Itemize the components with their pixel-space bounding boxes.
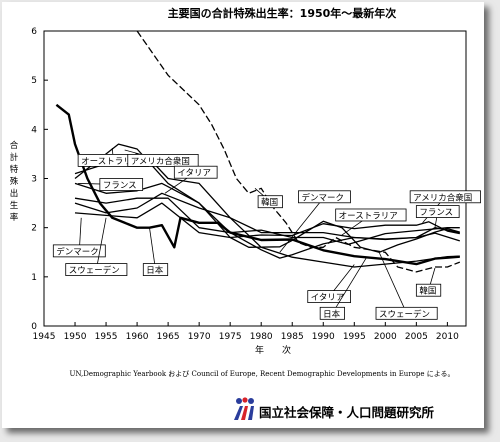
label-box [375, 306, 438, 320]
y-axis-label-char: 特 [10, 164, 19, 175]
logo-mark-dot-1 [236, 398, 242, 404]
y-axis-label-char: 殊 [10, 176, 19, 187]
series-line-スウェーデン [74, 202, 460, 253]
y-tick-label: 6 [31, 27, 37, 37]
y-tick-label: 2 [31, 224, 37, 234]
label-box [415, 283, 442, 297]
y-axis-label-char: 計 [10, 152, 19, 163]
series-label: フランス [103, 181, 137, 191]
logo-text: 国立社会保障・人口問題研究所 [259, 405, 435, 420]
x-tick-label: 1955 [95, 332, 118, 342]
x-tick-label: 1945 [33, 332, 56, 342]
x-tick-label: 2005 [405, 332, 428, 342]
y-tick-label: 4 [31, 125, 37, 135]
y-axis-label: 合計特殊出生率 [10, 140, 19, 223]
label-box [52, 244, 106, 258]
series-label: フランス [419, 208, 453, 218]
series-label: デンマーク [301, 192, 344, 203]
series-label: 韓国 [261, 197, 278, 208]
source-note: UN,Demographic Yearbook および Council of E… [69, 370, 454, 378]
series-label: イタリア [311, 293, 345, 303]
logo-mark-stroke-1 [234, 406, 243, 420]
label-box [409, 190, 481, 204]
label-box [307, 290, 351, 304]
x-tick-label: 1960 [126, 332, 149, 342]
series-label: アメリカ合衆国 [131, 156, 190, 167]
series-line-韓国 [136, 30, 461, 273]
series-lines [55, 30, 461, 273]
label-box [319, 306, 345, 320]
logo-mark-dot-2 [242, 397, 248, 403]
x-tick-label: 1975 [219, 332, 242, 342]
series-line-アメリカ合衆国 [74, 143, 460, 239]
logo-mark-stroke-3 [248, 406, 254, 420]
series-label: 日本 [323, 309, 341, 320]
y-tick-label: 5 [31, 76, 37, 86]
x-tick-label: 2000 [374, 332, 397, 342]
label-leader-line [378, 252, 407, 314]
label-box [257, 195, 283, 209]
ipss-logo [234, 397, 254, 420]
series-line-デンマーク [74, 197, 460, 259]
label-box [173, 165, 218, 179]
y-axis-label-char: 生 [10, 200, 19, 211]
series-label: 日本 [146, 265, 164, 276]
x-tick-label: 1980 [250, 332, 273, 342]
series-label: オーストラリア [81, 157, 140, 167]
label-box [127, 154, 199, 167]
label-box [298, 190, 351, 204]
series-label: アメリカ合衆国 [413, 192, 472, 203]
series-label: オーストラリア [339, 211, 398, 221]
series-label: デンマーク [56, 246, 99, 257]
x-tick-label: 1950 [64, 332, 87, 342]
x-tick-label: 1965 [157, 332, 180, 342]
label-leader-line [95, 217, 107, 270]
x-axis-label: 年 次 [255, 344, 291, 356]
y-axis-label-char: 出 [10, 188, 19, 199]
label-leader-line [279, 196, 325, 253]
y-axis-label-char: 率 [10, 212, 19, 223]
logo-mark-stroke-2 [241, 406, 248, 420]
label-box [415, 205, 460, 218]
y-tick-label: 1 [31, 273, 37, 283]
label-box [65, 263, 128, 276]
x-tick-label: 1995 [343, 332, 366, 342]
axis-ticks: 1945 1950 1955 1960 1965 1970 1975 1980 1985 1990… [31, 27, 459, 342]
y-axis-label-char: 合 [10, 140, 19, 151]
chart-title: 主要国の合計特殊出生率：1950年〜最新年次 [168, 6, 397, 20]
y-tick-label: 3 [31, 175, 37, 185]
label-box [142, 263, 169, 276]
series-label: スウェーデン [379, 309, 430, 320]
label-leader-line [332, 256, 368, 314]
x-tick-label: 1985 [281, 332, 304, 342]
logo-mark-dot-3 [248, 398, 254, 404]
x-tick-label: 2010 [436, 332, 459, 342]
y-tick-label: 0 [31, 322, 37, 332]
series-label: スウェーデン [69, 265, 120, 276]
x-tick-label: 1990 [312, 332, 335, 342]
series-label: 韓国 [419, 286, 436, 297]
label-leader-line [149, 227, 156, 270]
series-label: イタリア [177, 169, 211, 179]
series-line-イタリア [74, 192, 460, 268]
label-box [99, 178, 144, 191]
x-tick-label: 1970 [188, 332, 211, 342]
series-line-日本 [55, 103, 460, 266]
label-box [335, 208, 407, 222]
